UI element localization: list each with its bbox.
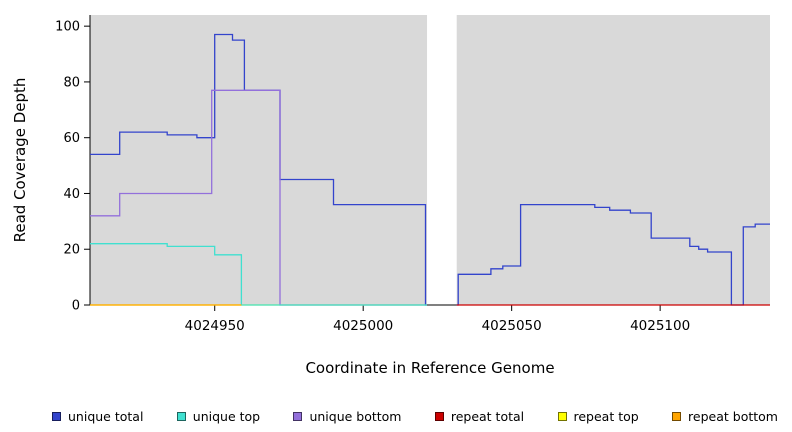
- coverage-gap-band: [427, 12, 457, 305]
- y-tick-label: 60: [63, 131, 80, 146]
- legend-swatch-unique-top: [176, 412, 186, 421]
- legend-item-repeat-top: repeat top: [557, 409, 639, 424]
- legend-label-unique-total: unique total: [68, 409, 144, 424]
- y-axis-title: Read Coverage Depth: [11, 78, 29, 243]
- legend-swatch-repeat-total: [434, 412, 444, 421]
- x-tick-label: 4025100: [630, 318, 690, 334]
- y-tick-label: 40: [63, 187, 80, 202]
- x-tick-label: 4025050: [482, 318, 542, 334]
- legend-label-repeat-top: repeat top: [573, 409, 639, 424]
- legend: unique total unique top unique bottom repea…: [0, 409, 792, 424]
- legend-item-unique-top: unique top: [176, 409, 261, 424]
- x-tick-label: 4025000: [333, 318, 393, 334]
- series-unique-top-left: [90, 243, 427, 306]
- legend-label-unique-top: unique top: [192, 409, 261, 424]
- legend-item-unique-bottom: unique bottom: [293, 409, 402, 424]
- y-tick-label: 80: [63, 75, 80, 90]
- y-tick-label: 100: [55, 20, 80, 35]
- legend-swatch-repeat-bottom: [672, 412, 682, 421]
- legend-swatch-repeat-top: [557, 412, 567, 421]
- y-tick-label: 20: [63, 243, 80, 258]
- legend-label-unique-bottom: unique bottom: [309, 409, 402, 424]
- legend-swatch-unique-total: [52, 412, 61, 421]
- legend-item-repeat-total: repeat total: [434, 409, 525, 424]
- legend-item-unique-total: unique total: [52, 409, 143, 424]
- legend-swatch-unique-bottom: [293, 412, 303, 421]
- legend-item-repeat-bottom: repeat bottom: [672, 409, 778, 424]
- x-tick-label: 4024950: [185, 318, 245, 334]
- x-axis-title: Coordinate in Reference Genome: [305, 359, 554, 377]
- series-unique-bottom-left: [90, 89, 427, 306]
- legend-label-repeat-bottom: repeat bottom: [688, 409, 778, 424]
- y-tick-label: 0: [72, 299, 80, 314]
- legend-label-repeat-total: repeat total: [450, 409, 525, 424]
- series-unique-total-left: [90, 33, 427, 306]
